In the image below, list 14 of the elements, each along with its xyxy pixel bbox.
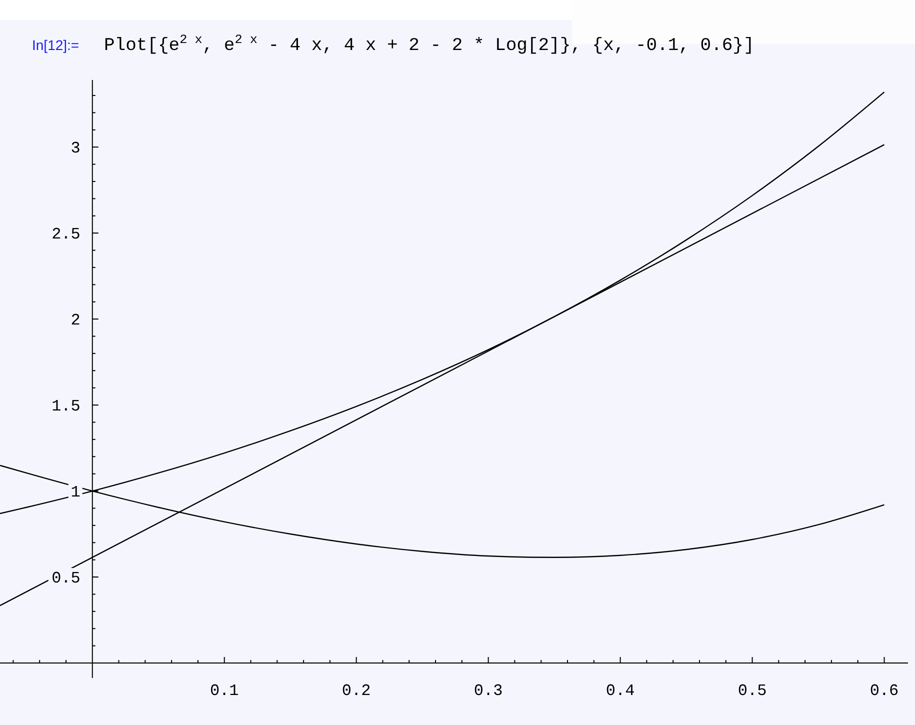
x-tick-label: 0.2	[342, 682, 371, 700]
y-tick-label: 2.5	[52, 226, 80, 244]
text: In[12]:=	[32, 37, 80, 53]
y-tick-label: 2	[70, 312, 80, 330]
y-tick-label: 1.5	[52, 398, 80, 416]
x-tick-label: 0.3	[474, 682, 503, 700]
x-tick-label: 0.4	[606, 682, 635, 700]
x-tick-label: 0.6	[870, 682, 899, 700]
y-tick-label: 1	[70, 484, 80, 502]
y-tick-label: 0.5	[52, 570, 80, 588]
y-tick-label: 3	[70, 140, 80, 158]
x-tick-label: 0.1	[210, 682, 239, 700]
x-tick-label: 0.5	[738, 682, 767, 700]
chart-title: Plot[{e$^{2 x}$, e$^{2 x}$ - 4 x, 4 x + 2 - 2 * Log[2]}, {x, -0.1, 0.6}]	[104, 33, 754, 56]
